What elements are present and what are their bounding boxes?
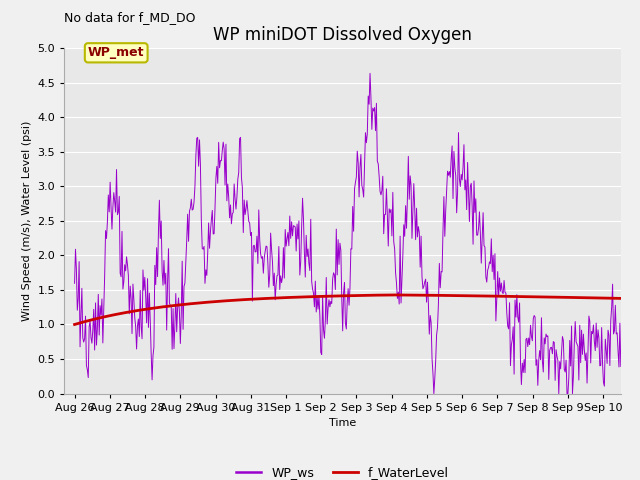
Line: WP_ws: WP_ws xyxy=(75,73,621,394)
X-axis label: Time: Time xyxy=(329,418,356,428)
f_WaterLevel xyxy=(617,296,625,301)
WP_ws xyxy=(437,269,445,275)
f_WaterLevel xyxy=(71,322,79,327)
f_WaterLevel xyxy=(436,292,444,298)
f_WaterLevel xyxy=(388,292,396,298)
WP_ws xyxy=(71,280,79,286)
WP_ws xyxy=(394,296,401,301)
Text: No data for f_MD_DO: No data for f_MD_DO xyxy=(64,11,195,24)
Legend: WP_ws, f_WaterLevel: WP_ws, f_WaterLevel xyxy=(231,461,454,480)
WP_ws xyxy=(430,391,438,396)
WP_ws xyxy=(366,71,374,76)
WP_ws xyxy=(168,303,175,309)
f_WaterLevel xyxy=(483,293,491,299)
f_WaterLevel xyxy=(168,303,175,309)
WP_ws xyxy=(617,363,625,369)
Line: f_WaterLevel: f_WaterLevel xyxy=(75,295,621,324)
Text: WP_met: WP_met xyxy=(88,46,145,60)
Y-axis label: Wind Speed (m/s), Water Level (psi): Wind Speed (m/s), Water Level (psi) xyxy=(22,120,31,321)
f_WaterLevel xyxy=(318,293,326,299)
Title: WP miniDOT Dissolved Oxygen: WP miniDOT Dissolved Oxygen xyxy=(213,25,472,44)
WP_ws xyxy=(211,205,219,211)
f_WaterLevel xyxy=(394,292,401,298)
WP_ws xyxy=(318,351,326,357)
WP_ws xyxy=(484,267,492,273)
f_WaterLevel xyxy=(211,299,219,304)
